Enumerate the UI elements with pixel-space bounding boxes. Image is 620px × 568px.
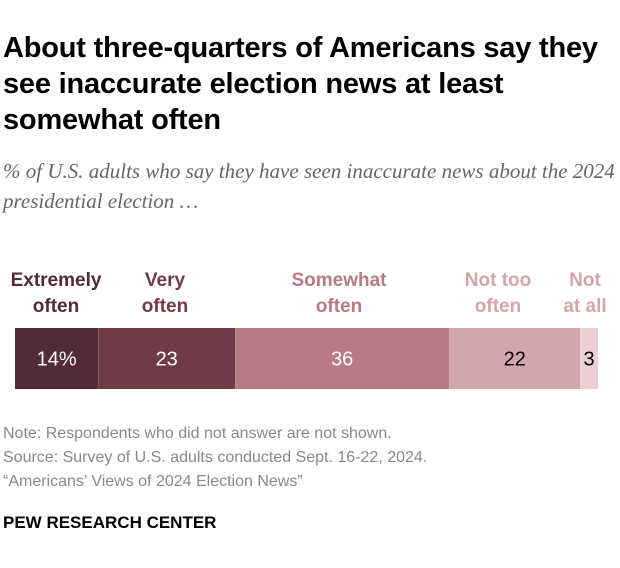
category-label-0: Extremely often (11, 268, 102, 320)
data-label-2: 36 (331, 349, 353, 371)
category-label-4: Not at all (563, 268, 606, 320)
category-label-line: often (141, 296, 189, 317)
data-label-4: 3 (584, 349, 595, 371)
data-label-0: 14% (37, 349, 77, 371)
category-label-1: Very often (142, 268, 188, 320)
category-label-line: often (32, 296, 80, 317)
bar-segment-3 (449, 328, 581, 389)
chart-subtitle: % of U.S. adults who say they have seen … (3, 159, 615, 213)
note-text: Note: Respondents who did not answer are… (3, 425, 392, 442)
category-label-line: often (315, 296, 363, 317)
data-label-1: 23 (156, 349, 178, 371)
source-text: Source: Survey of U.S. adults conducted … (3, 449, 428, 466)
notes: Note: Respondents who did not answer are… (3, 422, 427, 494)
category-label-line: Not (569, 270, 601, 291)
category-label-line: Somewhat (291, 270, 387, 291)
report-text: “Americans’ Views of 2024 Election News” (3, 473, 303, 490)
category-label-line: Extremely (10, 270, 102, 291)
category-label-3: Not too often (465, 268, 531, 320)
bar-segment-2 (235, 328, 450, 389)
bar-segment-4 (580, 328, 598, 389)
category-label-line: often (474, 296, 522, 317)
data-label-3: 22 (504, 349, 526, 371)
category-label-2: Somewhat often (291, 268, 386, 320)
category-label-line: at all (563, 296, 607, 317)
category-label-line: Very (144, 270, 186, 291)
bar-segment-0 (15, 328, 99, 389)
category-label-line: Not too (464, 270, 532, 291)
pew-logo-text: PEW RESEARCH CENTER (3, 513, 217, 532)
chart-title: About three-quarters of Americans say th… (3, 32, 598, 136)
bar-segment-1 (98, 328, 236, 389)
